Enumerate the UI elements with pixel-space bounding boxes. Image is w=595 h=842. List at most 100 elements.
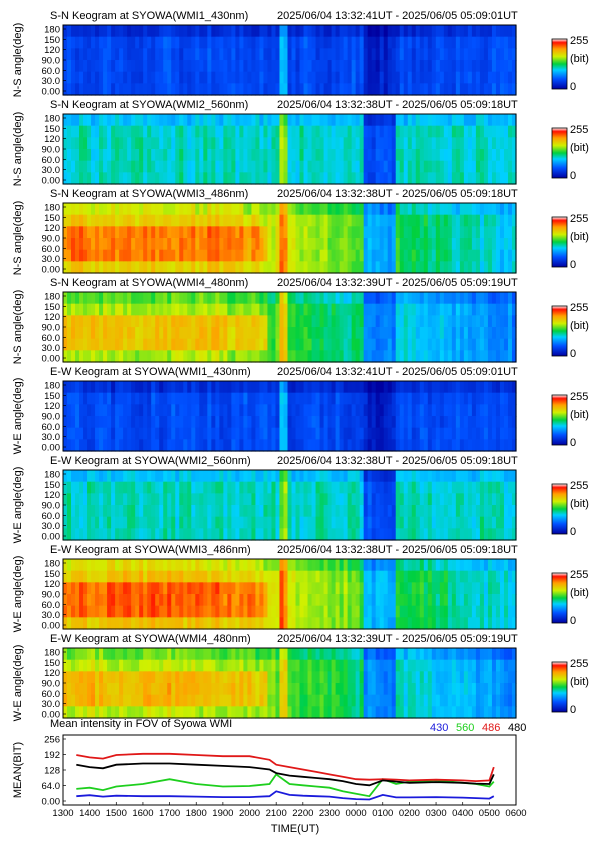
y-tick-label: 0.00 [42, 532, 61, 543]
y-tick-label: 60.0 [42, 511, 61, 522]
y-tick-label: 90.0 [42, 323, 61, 334]
y-tick-label: 60.0 [42, 422, 61, 433]
keogram-title: S-N Keogram at SYOWA(WMI1_430nm) [50, 10, 248, 22]
y-tick-label: 150 [44, 480, 60, 491]
keogram-time-range: 2025/06/04 13:32:38UT - 2025/06/05 05:09… [277, 188, 518, 200]
x-tick-label: 1300 [52, 808, 73, 819]
mean-y-tick-label: 128 [44, 766, 60, 777]
y-tick-label: 60.0 [42, 155, 61, 166]
y-tick-label: 30.0 [42, 699, 61, 710]
series-line-486 [76, 752, 495, 783]
y-tick-label: 90.0 [42, 145, 61, 156]
keogram-time-range: 2025/06/04 13:32:38UT - 2025/06/05 05:09… [277, 99, 518, 111]
mean-y-axis-label: MEAN(BIT) [12, 742, 24, 798]
y-tick-label: 30.0 [42, 432, 61, 443]
keogram-time-range: 2025/06/04 13:32:39UT - 2025/06/05 05:09… [277, 633, 518, 645]
x-tick-label: 2200 [292, 808, 313, 819]
x-tick-label: 0100 [372, 808, 393, 819]
y-tick-label: 150 [44, 569, 60, 580]
y-tick-label: 0.00 [42, 354, 61, 365]
keogram-image [63, 203, 517, 274]
keogram-time-range: 2025/06/04 13:32:39UT - 2025/06/05 05:09… [277, 277, 518, 289]
y-tick-label: 30.0 [42, 76, 61, 87]
colorbar-min-label: 0 [570, 81, 576, 93]
keogram-image [63, 559, 517, 630]
y-tick-label: 150 [44, 213, 60, 224]
x-tick-label: 0400 [452, 808, 473, 819]
x-tick-label: 0200 [399, 808, 420, 819]
x-tick-label: 2000 [239, 808, 260, 819]
x-tick-label: 2300 [319, 808, 340, 819]
colorbar-unit-label: (bit) [570, 53, 589, 65]
y-tick-label: 120 [44, 45, 60, 56]
mean-y-tick-label: 64.0 [42, 781, 61, 792]
keogram-image [63, 292, 517, 363]
colorbar-max-label: 255 [570, 302, 588, 314]
keogram-image [63, 114, 517, 185]
colorbar [551, 483, 568, 535]
y-tick-label: 90.0 [42, 234, 61, 245]
y-tick-label: 150 [44, 391, 60, 402]
y-axis-label: W-E angle(deg) [12, 556, 24, 633]
y-tick-label: 120 [44, 223, 60, 234]
y-axis-label: N-S angle(deg) [12, 290, 24, 365]
colorbar-min-label: 0 [570, 437, 576, 449]
keogram-time-range: 2025/06/04 13:32:41UT - 2025/06/05 05:09… [277, 366, 518, 378]
y-tick-label: 30.0 [42, 521, 61, 532]
keogram-image [63, 470, 517, 541]
colorbar-unit-label: (bit) [570, 587, 589, 599]
keogram-image [63, 648, 517, 719]
y-tick-label: 60.0 [42, 244, 61, 255]
y-tick-label: 30.0 [42, 165, 61, 176]
keogram-panel-4: S-N Keogram at SYOWA(WMI4_480nm) 2025/06/… [12, 277, 589, 365]
colorbar-unit-label: (bit) [570, 320, 589, 332]
legend-item-560: 560 [456, 722, 474, 734]
y-tick-label: 150 [44, 658, 60, 669]
y-tick-label: 180 [44, 648, 60, 659]
keogram-title: E-W Keogram at SYOWA(WMI3_486nm) [50, 544, 251, 556]
legend-item-480: 480 [508, 722, 526, 734]
keogram-title: S-N Keogram at SYOWA(WMI4_480nm) [50, 277, 248, 289]
y-tick-label: 120 [44, 579, 60, 590]
y-tick-label: 0.00 [42, 265, 61, 276]
y-tick-label: 120 [44, 401, 60, 412]
keogram-image [63, 25, 517, 96]
y-tick-label: 90.0 [42, 590, 61, 601]
keogram-title: E-W Keogram at SYOWA(WMI4_480nm) [50, 633, 251, 645]
keogram-time-range: 2025/06/04 13:32:38UT - 2025/06/05 05:09… [277, 455, 518, 467]
colorbar-max-label: 255 [570, 569, 588, 581]
y-tick-label: 90.0 [42, 501, 61, 512]
y-tick-label: 30.0 [42, 254, 61, 265]
colorbar-unit-label: (bit) [570, 409, 589, 421]
y-tick-label: 150 [44, 302, 60, 313]
keogram-time-range: 2025/06/04 13:32:38UT - 2025/06/05 05:09… [277, 544, 518, 556]
y-tick-label: 180 [44, 470, 60, 481]
keogram-panel-7: E-W Keogram at SYOWA(WMI3_486nm) 2025/06/… [12, 544, 589, 632]
y-tick-label: 90.0 [42, 679, 61, 690]
y-tick-label: 0.00 [42, 621, 61, 632]
y-tick-label: 30.0 [42, 610, 61, 621]
colorbar-max-label: 255 [570, 35, 588, 47]
x-tick-label: 0300 [425, 808, 446, 819]
x-tick-label: 0600 [505, 808, 526, 819]
y-tick-label: 180 [44, 559, 60, 570]
colorbar-max-label: 255 [570, 480, 588, 492]
colorbar-min-label: 0 [570, 526, 576, 538]
colorbar-max-label: 255 [570, 124, 588, 136]
y-tick-label: 30.0 [42, 343, 61, 354]
keogram-title: E-W Keogram at SYOWA(WMI1_430nm) [50, 366, 251, 378]
x-tick-label: 1900 [212, 808, 233, 819]
colorbar-min-label: 0 [570, 615, 576, 627]
y-tick-label: 90.0 [42, 56, 61, 67]
colorbar-min-label: 0 [570, 704, 576, 716]
y-axis-label: N-S angle(deg) [12, 23, 24, 98]
keogram-panel-2: S-N Keogram at SYOWA(WMI2_560nm) 2025/06/… [12, 99, 589, 187]
colorbar-max-label: 255 [570, 391, 588, 403]
colorbar [551, 305, 568, 357]
colorbar [551, 572, 568, 624]
y-tick-label: 0.00 [42, 443, 61, 454]
y-tick-label: 60.0 [42, 689, 61, 700]
y-tick-label: 0.00 [42, 87, 61, 98]
y-tick-label: 0.00 [42, 710, 61, 721]
